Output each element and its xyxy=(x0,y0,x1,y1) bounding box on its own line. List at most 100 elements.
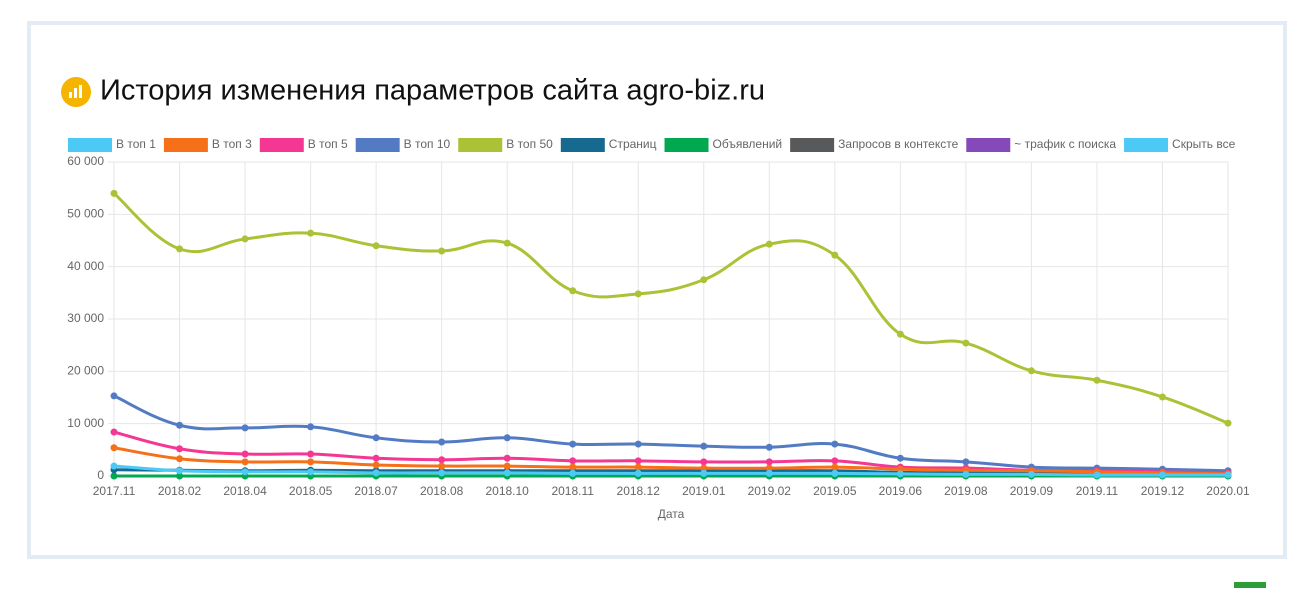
x-tick-label: 2019.05 xyxy=(813,484,857,498)
corner-button xyxy=(1234,582,1266,588)
y-tick-label: 30 000 xyxy=(67,311,104,325)
data-point xyxy=(503,454,511,462)
data-point xyxy=(765,458,773,466)
y-tick-label: 60 000 xyxy=(67,154,104,168)
data-point xyxy=(634,469,642,477)
legend-label[interactable]: В топ 5 xyxy=(308,137,348,151)
legend-label[interactable]: В топ 1 xyxy=(116,137,156,151)
data-point xyxy=(307,458,315,466)
data-point xyxy=(831,463,839,471)
data-point xyxy=(634,440,642,448)
data-point xyxy=(962,470,970,478)
data-point xyxy=(241,450,249,458)
data-point xyxy=(372,469,380,477)
legend-swatch[interactable] xyxy=(458,138,503,152)
data-point xyxy=(176,467,184,475)
icon-bar xyxy=(79,85,82,98)
data-point xyxy=(1158,393,1166,401)
data-point xyxy=(110,472,118,480)
legend-label[interactable]: В топ 10 xyxy=(404,137,451,151)
x-tick-label: 2020.01 xyxy=(1206,484,1250,498)
data-point xyxy=(241,235,249,243)
data-point xyxy=(831,251,839,259)
data-point xyxy=(831,469,839,477)
icon-bar xyxy=(74,88,77,98)
data-point xyxy=(241,424,249,432)
y-tick-label: 20 000 xyxy=(67,364,104,378)
x-tick-label: 2019.11 xyxy=(1076,484,1119,498)
legend-swatch[interactable] xyxy=(259,138,304,152)
data-point xyxy=(110,189,118,197)
data-point xyxy=(634,463,642,471)
y-tick-label: 40 000 xyxy=(67,259,104,273)
x-tick-label: 2018.02 xyxy=(158,484,202,498)
data-point xyxy=(1224,419,1232,427)
legend-label[interactable]: ~ трафик с поиска xyxy=(1014,137,1116,151)
data-point xyxy=(765,240,773,248)
data-point xyxy=(372,454,380,462)
data-point xyxy=(176,472,184,480)
legend-swatch[interactable] xyxy=(355,138,400,152)
legend-swatch[interactable] xyxy=(966,138,1011,152)
data-point xyxy=(110,462,118,470)
x-tick-label: 2018.12 xyxy=(617,484,661,498)
data-point xyxy=(307,229,315,237)
data-point xyxy=(438,438,446,446)
legend-label[interactable]: В топ 3 xyxy=(212,137,252,151)
data-point xyxy=(503,462,511,470)
data-point xyxy=(831,457,839,465)
data-point xyxy=(765,464,773,472)
series-line xyxy=(113,394,1229,473)
data-point xyxy=(700,469,708,477)
legend-label[interactable]: Объявлений xyxy=(713,137,783,151)
data-point xyxy=(110,444,118,452)
data-point xyxy=(1027,367,1035,375)
data-point xyxy=(962,458,970,466)
data-point xyxy=(1027,470,1035,478)
data-point xyxy=(896,454,904,462)
data-point xyxy=(438,462,446,470)
data-point xyxy=(1093,376,1101,384)
data-point xyxy=(634,457,642,465)
x-tick-label: 2017.11 xyxy=(93,484,136,498)
data-point xyxy=(176,245,184,253)
legend-label[interactable]: В топ 50 xyxy=(506,137,553,151)
legend-swatch[interactable] xyxy=(664,138,709,152)
x-tick-label: 2019.02 xyxy=(748,484,792,498)
data-point xyxy=(110,392,118,400)
legend-swatch[interactable] xyxy=(68,138,112,152)
data-point xyxy=(569,469,577,477)
y-tick-label: 10 000 xyxy=(67,416,104,430)
chart-title: История изменения параметров сайта agro-… xyxy=(100,75,765,107)
data-point xyxy=(569,457,577,465)
x-tick-label: 2018.10 xyxy=(485,484,529,498)
legend-swatch[interactable] xyxy=(163,138,208,152)
x-tick-label: 2018.05 xyxy=(289,484,333,498)
data-point xyxy=(307,423,315,431)
legend-swatch[interactable] xyxy=(790,138,835,152)
legend-swatch[interactable] xyxy=(1124,138,1169,152)
x-tick-label: 2019.06 xyxy=(879,484,923,498)
legend-label[interactable]: Страниц xyxy=(609,137,657,151)
data-point xyxy=(569,440,577,448)
data-point xyxy=(700,464,708,472)
x-tick-label: 2018.07 xyxy=(354,484,398,498)
data-point xyxy=(569,463,577,471)
legend-label[interactable]: Запросов в контексте xyxy=(838,137,958,151)
data-point xyxy=(110,428,118,436)
legend-label[interactable]: Скрыть все xyxy=(1172,137,1236,151)
data-point xyxy=(1158,471,1166,479)
data-point xyxy=(896,470,904,478)
data-point xyxy=(372,434,380,442)
data-point xyxy=(241,468,249,476)
data-point xyxy=(765,469,773,477)
legend-swatch[interactable] xyxy=(560,138,605,152)
data-point xyxy=(503,434,511,442)
x-tick-label: 2018.04 xyxy=(223,484,267,498)
data-point xyxy=(962,339,970,347)
data-point xyxy=(307,468,315,476)
x-tick-label: 2019.01 xyxy=(682,484,726,498)
x-tick-label: 2019.12 xyxy=(1141,484,1185,498)
data-point xyxy=(765,443,773,451)
data-point xyxy=(503,239,511,247)
